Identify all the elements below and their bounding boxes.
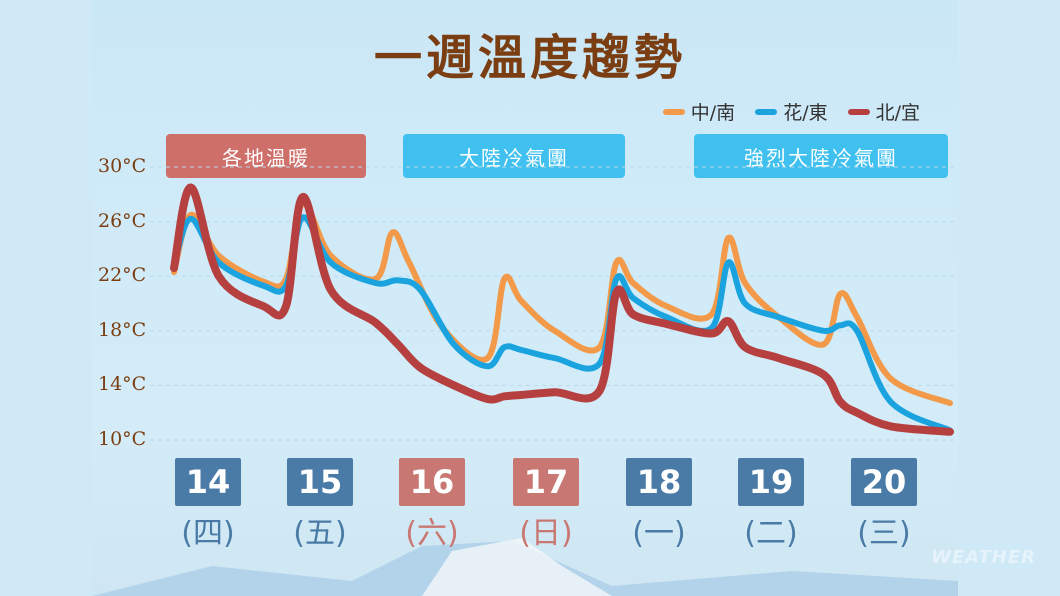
day-weekday-label: (五) xyxy=(293,516,347,551)
day-weekday-label: (三) xyxy=(857,516,911,551)
banner-warm: 各地溫暖 xyxy=(166,134,366,178)
y-tick-label: 22°C xyxy=(98,264,147,287)
legend-label-south: 中/南 xyxy=(690,102,736,124)
day-date-box: 20 xyxy=(851,458,917,506)
watermark: WEATHER xyxy=(931,547,1036,568)
day-weekday-label: (二) xyxy=(744,516,798,551)
legend: 中/南 花/東 北/宜 xyxy=(662,98,920,125)
legend-swatch-north xyxy=(847,108,870,115)
day-weekday-label: (六) xyxy=(405,516,459,551)
day-date-box: 19 xyxy=(738,458,804,506)
banner-cold-air: 大陸冷氣團 xyxy=(403,134,625,178)
mountain-decoration xyxy=(92,538,958,596)
day-weekday-label: (一) xyxy=(632,516,686,551)
day-date-box: 16 xyxy=(399,458,465,506)
legend-swatch-south xyxy=(662,108,685,115)
series-line-3 xyxy=(170,183,954,436)
day-date-box: 17 xyxy=(513,458,579,506)
y-tick-label: 18°C xyxy=(98,318,147,341)
legend-swatch-east xyxy=(755,108,778,115)
day-date-box: 14 xyxy=(175,458,241,506)
chart-title: 一週溫度趨勢 xyxy=(373,30,686,86)
day-weekday-label: (四) xyxy=(181,516,235,551)
legend-item-east: 花/東 xyxy=(755,98,828,125)
legend-item-north: 北/宜 xyxy=(847,98,920,125)
banner-strong-cold-air: 強烈大陸冷氣團 xyxy=(694,134,948,178)
legend-item-south: 中/南 xyxy=(662,98,736,125)
y-tick-label: 26°C xyxy=(98,209,147,232)
day-date-box: 15 xyxy=(287,458,353,506)
legend-label-east: 花/東 xyxy=(783,102,828,124)
day-date-box: 18 xyxy=(626,458,692,506)
day-weekday-label: (日) xyxy=(519,516,573,551)
y-tick-label: 10°C xyxy=(98,428,147,450)
legend-label-north: 北/宜 xyxy=(875,102,920,124)
y-tick-label: 14°C xyxy=(98,373,147,396)
y-tick-label: 30°C xyxy=(98,155,147,177)
